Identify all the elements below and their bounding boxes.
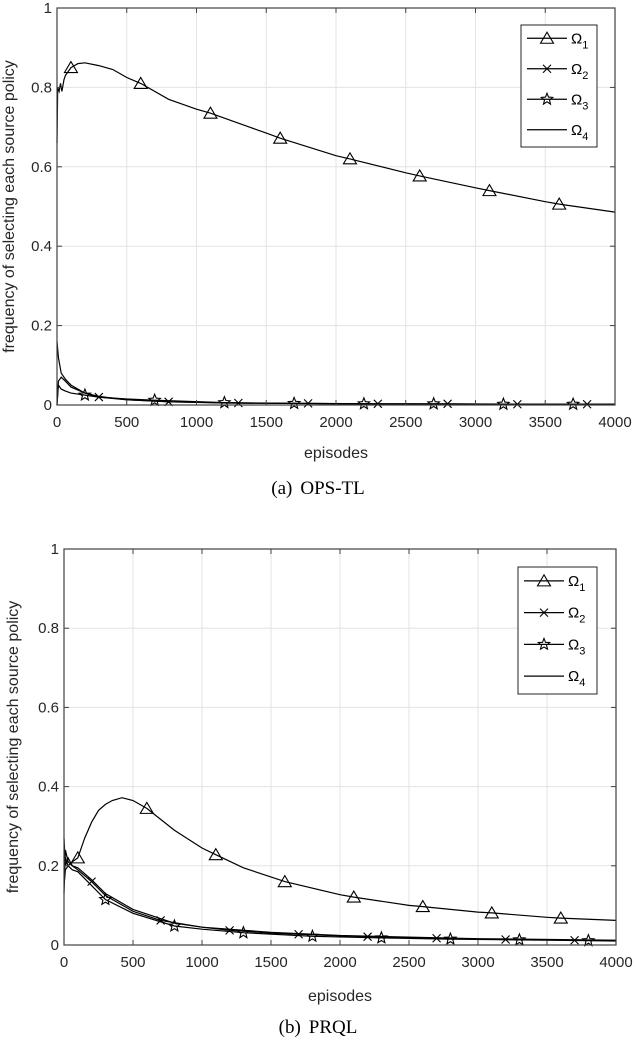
triangle-marker <box>342 151 358 165</box>
y-axis-label: frequency of selecting each source polic… <box>1 60 18 353</box>
y-tick-label: 0 <box>51 937 59 954</box>
star-marker <box>356 396 372 410</box>
triangle-marker <box>539 31 555 44</box>
triangle-marker <box>202 106 218 119</box>
triangle-marker <box>346 890 362 903</box>
x-tick-label: 3000 <box>459 414 492 431</box>
x-tick-label: 0 <box>60 954 68 971</box>
series-line-4 <box>63 849 617 941</box>
x-tick-label: 2000 <box>319 414 352 431</box>
figure-b-prql: 0 500 1000 1500 2000 2500 3000 3500 4000 0 0.2 0.4 0… <box>0 520 636 1044</box>
y-tick-label: 0.2 <box>38 858 59 875</box>
x-marker <box>542 64 552 74</box>
x-tick-label: 1000 <box>185 954 218 971</box>
y-tick-label: 0.4 <box>38 779 59 796</box>
x-tick-label: 1500 <box>254 954 287 971</box>
star-marker <box>77 387 93 402</box>
triangle-marker <box>553 910 569 924</box>
figure-a-ops-tl: 0 500 1000 1500 2000 2500 3000 3500 4000 0 0.2 0.4 0… <box>0 0 636 520</box>
x-tick-label: 2500 <box>389 414 422 431</box>
x-tick-label: 3000 <box>461 954 494 971</box>
triangle-marker <box>139 801 155 814</box>
star-marker <box>565 396 581 411</box>
triangle-marker <box>208 847 224 861</box>
x-tick-label: 1500 <box>250 414 283 431</box>
x-marker <box>225 925 234 935</box>
caption-b-title: PRQL <box>308 1017 358 1038</box>
caption-a-title: OPS-TL <box>300 478 365 499</box>
triangle-marker <box>551 197 567 210</box>
y-tick-label: 0.4 <box>31 238 52 255</box>
star-marker <box>286 395 302 410</box>
x-axis-label: episodes <box>304 445 368 462</box>
axes: 0 500 1000 1500 2000 2500 3000 3500 4000 0 0.2 0.4 0… <box>38 541 633 971</box>
triangle-marker <box>70 850 86 864</box>
triangle-marker <box>536 573 552 587</box>
star-marker <box>98 891 113 906</box>
grid <box>64 549 616 945</box>
caption-a: (a) OPS-TL <box>0 478 636 500</box>
triangle-marker <box>484 905 500 919</box>
x-marker <box>294 929 303 939</box>
star-marker <box>536 636 552 651</box>
x-tick-label: 0 <box>53 414 61 431</box>
series-markers-1 <box>63 60 567 210</box>
chart-b-plot: 0 500 1000 1500 2000 2500 3000 3500 4000 0 0.2 0.4 0… <box>5 541 633 1005</box>
series-group <box>63 797 617 947</box>
y-tick-label: 0.8 <box>38 620 59 637</box>
triangle-marker <box>277 874 293 888</box>
series-markers-1 <box>70 801 569 924</box>
star-marker <box>496 396 511 411</box>
chart-a-plot: 0 500 1000 1500 2000 2500 3000 3500 4000 0 0.2 0.4 0… <box>1 0 632 462</box>
series-markers-2 <box>87 877 579 945</box>
x-marker <box>87 877 96 887</box>
x-tick-label: 4000 <box>599 954 632 971</box>
x-marker <box>539 608 549 618</box>
star-marker <box>443 931 458 946</box>
y-tick-label: 0.6 <box>38 699 59 716</box>
series-markers-3 <box>77 387 581 411</box>
triangle-marker <box>133 76 149 89</box>
x-axis-label: episodes <box>308 988 372 1005</box>
y-tick-label: 0.8 <box>31 79 52 96</box>
x-tick-label: 3500 <box>530 954 563 971</box>
axes: 0 500 1000 1500 2000 2500 3000 3500 4000 0 0.2 0.4 0… <box>31 0 632 431</box>
x-tick-label: 4000 <box>598 414 631 431</box>
caption-b-tag: (b) <box>278 1017 301 1038</box>
y-tick-label: 1 <box>51 541 59 558</box>
x-tick-label: 2500 <box>392 954 425 971</box>
star-marker <box>581 933 596 947</box>
series-line-3 <box>63 864 617 942</box>
y-tick-label: 1 <box>44 0 52 17</box>
triangle-marker <box>412 168 428 182</box>
star-marker <box>147 392 162 407</box>
star-marker <box>426 396 441 410</box>
triangle-marker <box>415 899 431 913</box>
x-tick-label: 1000 <box>180 414 213 431</box>
y-tick-label: 0.6 <box>31 159 52 176</box>
series-line-1 <box>63 797 617 921</box>
triangle-marker <box>272 131 288 144</box>
triangle-marker <box>63 60 79 74</box>
x-tick-label: 2000 <box>323 954 356 971</box>
caption-b: (b) PRQL <box>0 1017 636 1039</box>
star-marker <box>539 91 555 106</box>
star-marker <box>512 932 527 946</box>
series-line-1 <box>56 62 616 213</box>
triangle-marker <box>481 183 497 197</box>
caption-a-tag: (a) <box>271 478 293 499</box>
y-tick-label: 0 <box>44 397 52 414</box>
x-tick-label: 500 <box>114 414 139 431</box>
x-tick-label: 3500 <box>529 414 562 431</box>
y-tick-label: 0.2 <box>31 318 52 335</box>
y-axis-label: frequency of selecting each source polic… <box>5 601 22 894</box>
x-tick-label: 500 <box>120 954 145 971</box>
